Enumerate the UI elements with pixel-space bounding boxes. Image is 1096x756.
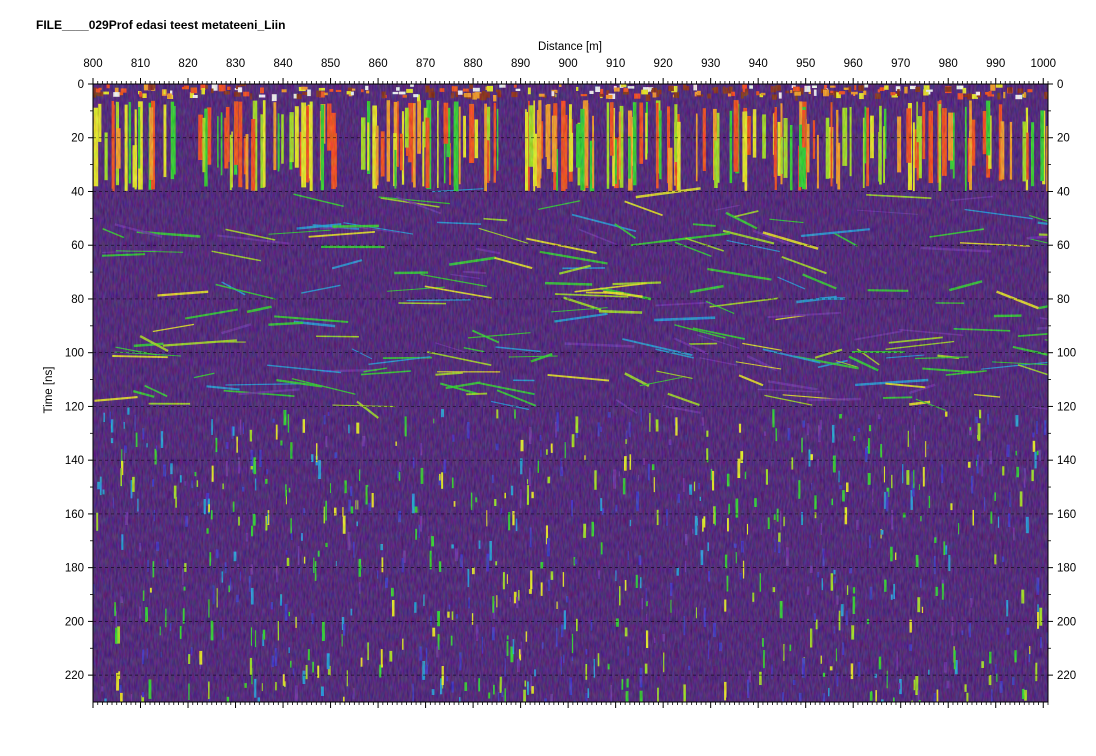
y-tick-label-right: 80 bbox=[1057, 294, 1070, 306]
y-tick-label-right: 20 bbox=[1057, 133, 1070, 145]
y-tick-label-left: 40 bbox=[71, 186, 84, 198]
y-tick-label-left: 180 bbox=[65, 563, 84, 575]
y-tick-label-left: 200 bbox=[65, 616, 84, 628]
x-tick-label: 960 bbox=[844, 58, 863, 70]
x-tick-label: 840 bbox=[273, 58, 292, 70]
y-tick-label-left: 160 bbox=[65, 509, 84, 521]
x-tick-label: 820 bbox=[178, 58, 197, 70]
file-title: FILE____029Prof edasi teest metateeni_Li… bbox=[36, 18, 286, 32]
y-tick-label-left: 60 bbox=[71, 240, 84, 252]
x-axis-title: Distance [m] bbox=[538, 41, 602, 53]
axes: 800 810 820 830 840 850 860 870 880 890 900 910 920 9… bbox=[65, 58, 1076, 708]
noise-overlay bbox=[93, 84, 1048, 702]
x-tick-label: 880 bbox=[464, 58, 483, 70]
noise-speck bbox=[616, 701, 620, 702]
y-tick-label-right: 120 bbox=[1057, 401, 1076, 413]
y-tick-label-right: 180 bbox=[1057, 563, 1076, 575]
y-tick-label-left: 220 bbox=[65, 670, 84, 682]
y-axis-title: Time [ns] bbox=[43, 367, 55, 414]
y-tick-label-left: 140 bbox=[65, 455, 84, 467]
x-tick-label: 1000 bbox=[1030, 58, 1056, 70]
y-tick-label-left: 80 bbox=[71, 294, 84, 306]
y-tick-label-right: 220 bbox=[1057, 670, 1076, 682]
x-tick-label: 870 bbox=[416, 58, 435, 70]
plot-frame bbox=[92, 83, 1049, 703]
y-tick-label-right: 160 bbox=[1057, 509, 1076, 521]
plot-area bbox=[93, 84, 1048, 702]
y-tick-label-right: 140 bbox=[1057, 455, 1076, 467]
x-tick-label: 990 bbox=[986, 58, 1005, 70]
x-tick-label: 900 bbox=[559, 58, 578, 70]
y-tick-label-right: 60 bbox=[1057, 240, 1070, 252]
x-tick-label: 800 bbox=[83, 58, 102, 70]
y-tick-label-right: 40 bbox=[1057, 186, 1070, 198]
y-tick-label-right: 200 bbox=[1057, 616, 1076, 628]
x-tick-label: 940 bbox=[749, 58, 768, 70]
y-tick-label-right: 100 bbox=[1057, 348, 1076, 360]
x-tick-label: 970 bbox=[891, 58, 910, 70]
x-tick-label: 980 bbox=[939, 58, 958, 70]
x-tick-label: 910 bbox=[606, 58, 625, 70]
y-tick-label-left: 20 bbox=[71, 133, 84, 145]
y-tick-label-right: 0 bbox=[1057, 79, 1063, 91]
x-tick-label: 890 bbox=[511, 58, 530, 70]
y-tick-label-left: 0 bbox=[78, 79, 84, 91]
x-tick-label: 920 bbox=[654, 58, 673, 70]
x-tick-label: 830 bbox=[226, 58, 245, 70]
x-tick-label: 850 bbox=[321, 58, 340, 70]
x-tick-label: 810 bbox=[131, 58, 150, 70]
noise-speck bbox=[137, 701, 140, 702]
x-tick-label: 860 bbox=[368, 58, 387, 70]
x-tick-label: 950 bbox=[796, 58, 815, 70]
reflection-streak bbox=[1044, 339, 1048, 341]
y-tick-label-left: 100 bbox=[65, 348, 84, 360]
noise-speck bbox=[974, 701, 977, 702]
y-tick-label-left: 120 bbox=[65, 401, 84, 413]
x-tick-label: 930 bbox=[701, 58, 720, 70]
